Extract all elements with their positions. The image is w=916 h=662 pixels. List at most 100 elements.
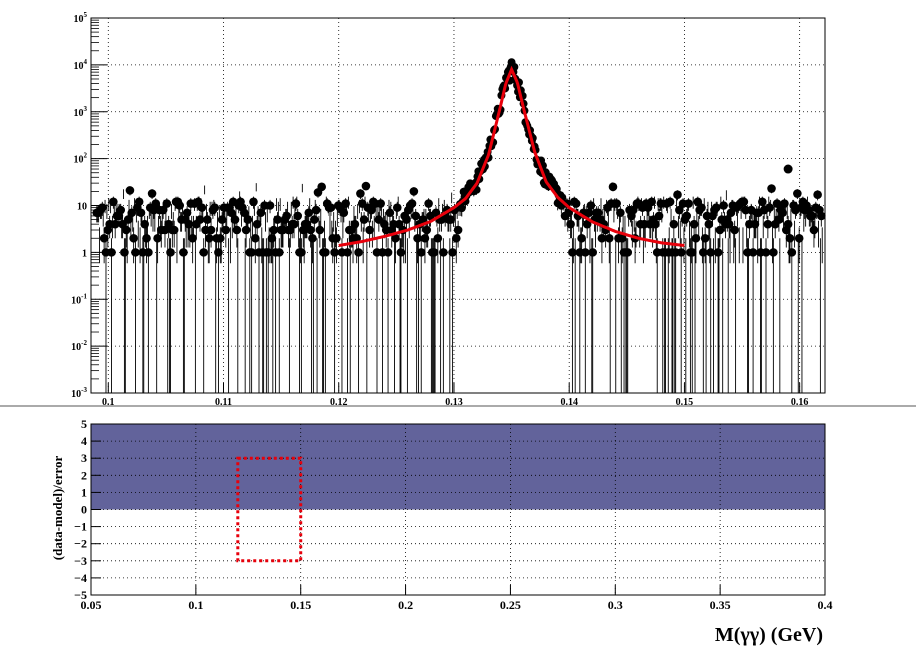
data-point [453,225,463,235]
data-point [232,225,242,235]
top-x-tick-label: 0.15 [676,397,694,408]
bottom-y-tick-label: 2 [81,468,87,482]
data-point [308,233,317,243]
bottom-x-tick-label: 0.15 [290,598,311,612]
data-point [817,211,826,221]
top-x-tick-label: 0.12 [330,397,348,408]
top-x-tick-label: 0.1 [102,397,115,408]
data-point [169,225,179,235]
top-y-tick-label: 103 [74,105,88,119]
data-point [431,208,441,218]
data-point [774,215,784,224]
bottom-x-tick-label: 0.05 [81,598,102,612]
data-point [581,248,590,257]
data-point [675,205,684,215]
top-y-tick-label: 102 [74,152,88,166]
data-point [306,225,315,235]
data-point [217,215,227,224]
data-point [256,208,266,218]
data-point [411,211,421,221]
data-point [719,201,728,210]
data-point [413,233,422,243]
data-point [446,215,456,224]
bottom-y-tick-label: 1 [81,485,87,499]
data-point [604,233,614,243]
data-point [608,182,618,192]
data-point [593,208,603,218]
data-point [761,248,771,257]
data-point [597,233,607,243]
data-point [341,199,350,208]
data-point [282,211,291,221]
data-point [153,233,162,243]
data-point [654,211,664,221]
data-point [151,199,161,208]
data-point [422,225,432,235]
data-point [691,233,701,243]
bottom-x-tick-label: 0.3 [608,598,623,612]
residual-fill-area [91,424,825,510]
data-point [127,208,137,218]
bottom-y-tick-label: 3 [81,451,87,465]
data-point [439,248,448,257]
top-y-tick-label: 10-1 [71,292,87,306]
data-point [230,215,240,224]
data-point [711,203,721,212]
data-point [765,203,774,212]
data-point [136,208,146,218]
data-point [704,219,714,229]
data-point [123,215,133,224]
data-point [359,215,369,224]
data-point [407,199,417,208]
data-point [724,219,734,229]
data-point [571,199,581,208]
data-point [204,233,214,243]
data-point [769,248,778,257]
data-point [354,248,363,257]
data-point [166,248,175,257]
top-y-tick-label: 10-2 [71,339,87,353]
data-point-outlier [783,164,793,174]
data-point [582,219,592,229]
data-point [116,205,126,215]
x-axis-label: M(γγ) (GeV) [715,624,823,646]
data-point [273,215,282,224]
data-point [131,248,140,257]
data-point [715,225,725,235]
data-point [315,225,325,235]
data-point [763,219,773,229]
data-point [107,248,116,257]
data-point [99,233,109,243]
data-point [778,208,787,218]
data-point [110,219,120,229]
data-point [392,203,402,212]
data-point [457,204,466,213]
data-point [356,189,365,198]
data-point [184,219,194,229]
data-point [682,211,692,221]
data-point [188,233,197,243]
data-point [311,205,321,215]
data-point [706,248,715,257]
data-point [409,187,419,196]
bottom-y-tick-label: 4 [81,434,87,448]
data-point [647,197,656,207]
data-point [739,197,749,207]
data-point [274,248,284,257]
data-point [121,225,131,235]
data-point [794,233,804,243]
data-point [809,225,819,235]
data-point [269,225,279,235]
data-point [651,219,660,229]
data-point [206,225,216,235]
data-point [289,219,299,229]
data-point [251,233,260,243]
top-y-tick-label: 10-3 [71,386,87,400]
top-axes: 0.1 0.11 0.12 0.13 0.14 0.15 0.16 10-3 10-2 10-1 1… [71,11,808,408]
data-point [263,248,273,257]
data-point [317,182,326,192]
data-point [267,233,277,243]
data-point [783,219,793,229]
bottom-x-tick-label: 0.25 [500,598,521,612]
